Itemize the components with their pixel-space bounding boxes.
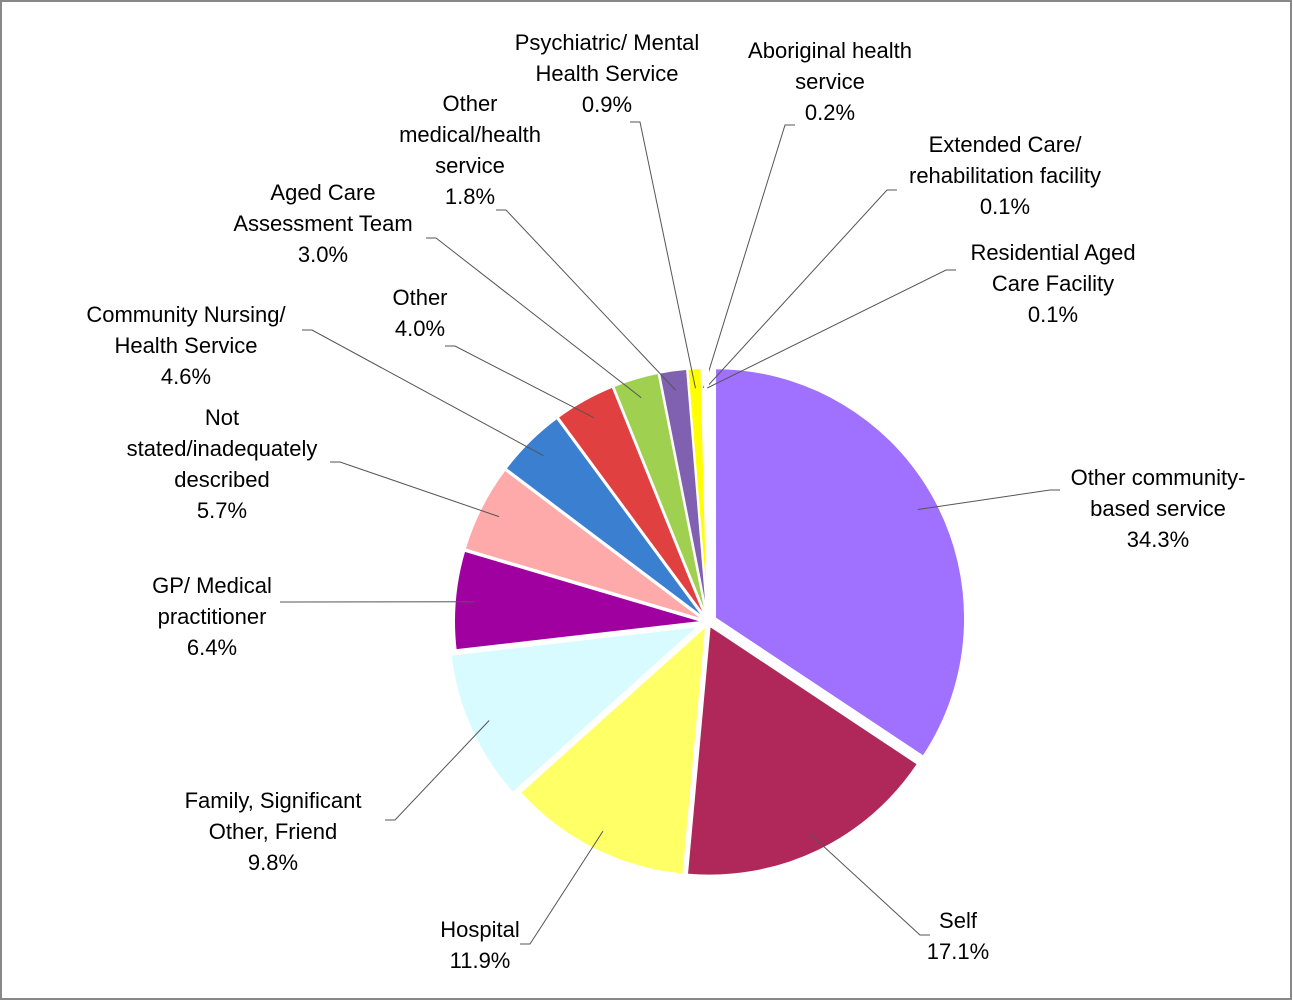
leader-line bbox=[520, 830, 604, 945]
label-line: stated/inadequately bbox=[127, 436, 318, 461]
slice-label: Aboriginal health service bbox=[748, 38, 912, 94]
leader-line bbox=[496, 209, 677, 391]
slice-label: Family, Significant Other, Friend bbox=[185, 788, 362, 844]
label-line: Other bbox=[392, 285, 447, 310]
pie-slice bbox=[714, 367, 967, 758]
label-line: Residential Aged bbox=[970, 240, 1135, 265]
label-line: described bbox=[174, 467, 269, 492]
label-line: service bbox=[435, 153, 505, 178]
value-label: 6.4% bbox=[187, 635, 237, 660]
pie-slice bbox=[453, 549, 705, 652]
label-line: Health Service bbox=[114, 333, 257, 358]
label-line: Community Nursing/ bbox=[86, 302, 286, 327]
pie-slice bbox=[518, 623, 708, 876]
label-line: Psychiatric/ Mental bbox=[515, 30, 700, 55]
value-label: 1.8% bbox=[445, 184, 495, 209]
leader-line bbox=[705, 189, 897, 389]
label-line: Care Facility bbox=[992, 271, 1114, 296]
leader-line bbox=[445, 345, 595, 419]
value-label: 0.9% bbox=[582, 92, 632, 117]
leader-line bbox=[385, 720, 490, 821]
slice-label: Not stated/inadequately described bbox=[127, 405, 318, 492]
label-line: service bbox=[795, 69, 865, 94]
slice-label: Other medical/health service bbox=[399, 91, 541, 178]
slice-label: Community Nursing/Health Service bbox=[86, 302, 286, 358]
label-line: Hospital bbox=[440, 917, 519, 942]
label-line: Other, Friend bbox=[209, 819, 337, 844]
slice-label: Self bbox=[939, 908, 978, 933]
leader-line bbox=[703, 124, 795, 389]
label-line: based service bbox=[1090, 496, 1226, 521]
label-line: Extended Care/ bbox=[929, 132, 1083, 157]
slice-label: Residential Aged Care Facility bbox=[970, 240, 1135, 296]
leader-line bbox=[330, 461, 500, 518]
value-label: 0.1% bbox=[980, 194, 1030, 219]
label-line: rehabilitation facility bbox=[909, 163, 1101, 188]
pie-slice bbox=[705, 366, 709, 619]
label-line: medical/health bbox=[399, 122, 541, 147]
value-label: 9.8% bbox=[248, 850, 298, 875]
pie-slice bbox=[685, 623, 920, 877]
label-line: GP/ Medical bbox=[152, 573, 272, 598]
label-line: Health Service bbox=[535, 61, 678, 86]
label-line: Self bbox=[939, 908, 978, 933]
label-line: practitioner bbox=[158, 604, 267, 629]
slice-label: GP/ Medical practitioner bbox=[152, 573, 272, 629]
leader-line bbox=[630, 121, 696, 389]
leader-line bbox=[917, 489, 1060, 511]
leader-line bbox=[426, 237, 642, 399]
value-label: 0.2% bbox=[805, 100, 855, 125]
value-label: 34.3% bbox=[1127, 527, 1189, 552]
slice-label: Psychiatric/ Mental Health Service bbox=[515, 30, 700, 86]
slice-label: Other bbox=[392, 285, 447, 310]
value-label: 5.7% bbox=[197, 498, 247, 523]
leader-line bbox=[302, 329, 544, 457]
value-label: 17.1% bbox=[927, 939, 989, 964]
label-line: Assessment Team bbox=[233, 211, 412, 236]
label-line: Aged Care bbox=[270, 180, 375, 205]
pie-slice bbox=[504, 416, 706, 620]
label-line: Family, Significant bbox=[185, 788, 362, 813]
leader-line bbox=[808, 832, 930, 936]
slice-label: Aged Care Assessment Team bbox=[233, 180, 412, 236]
value-label: 4.6% bbox=[161, 364, 211, 389]
slice-label: Hospital bbox=[440, 917, 519, 942]
slice-label: Extended Care/rehabilitation facility bbox=[909, 132, 1101, 188]
pie-slice bbox=[463, 468, 706, 622]
leader-line bbox=[707, 269, 956, 389]
value-label: 4.0% bbox=[395, 316, 445, 341]
pie-slice bbox=[449, 624, 702, 795]
slice-label: Other community-based service bbox=[1071, 465, 1246, 521]
value-label: 3.0% bbox=[298, 242, 348, 267]
value-label: 0.1% bbox=[1028, 302, 1078, 327]
label-line: Not bbox=[205, 405, 239, 430]
label-line: Other community- bbox=[1071, 465, 1246, 490]
label-line: Aboriginal health bbox=[748, 38, 912, 63]
value-label: 11.9% bbox=[450, 948, 511, 973]
label-line: Other bbox=[442, 91, 497, 116]
